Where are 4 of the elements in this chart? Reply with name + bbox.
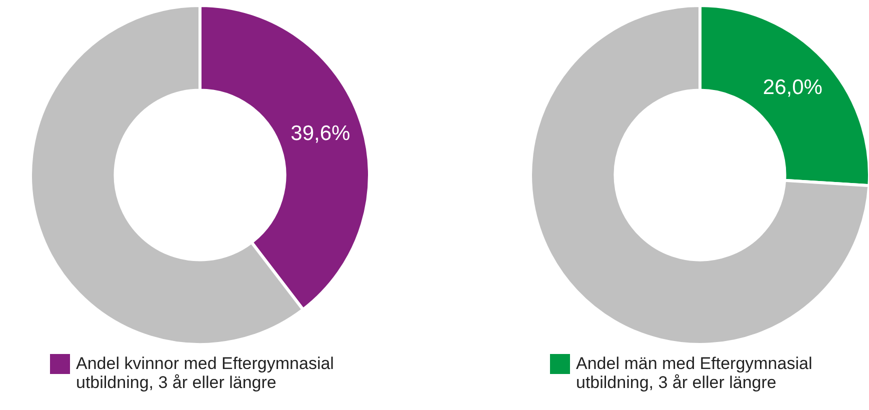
data-label: 26,0%	[762, 76, 822, 99]
data-label: 39,6%	[290, 122, 350, 145]
legend-label: Andel män med Eftergymnasial utbildning, 3 år eller längre	[576, 354, 814, 392]
legend-label: Andel kvinnor med Eftergymnasial utbildning, 3 år eller längre	[76, 354, 335, 392]
